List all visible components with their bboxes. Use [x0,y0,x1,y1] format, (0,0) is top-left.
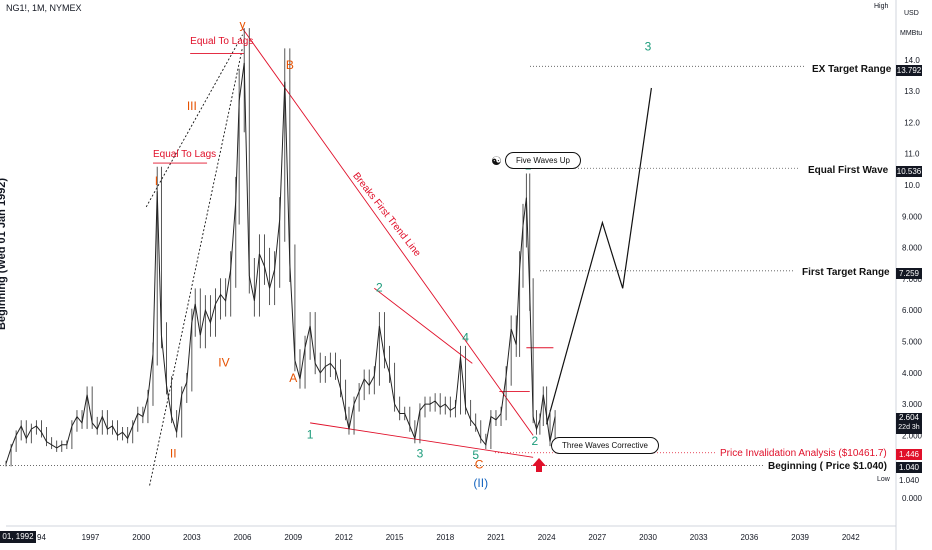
y-tick-label: 12.0 [904,118,920,127]
y-axis: 0.000 2.000 3.000 4.000 5.000 6.000 7.000 8.000… [902,56,923,503]
x-tick-label: 2024 [538,533,556,542]
equal-first-wave-label: Equal First Wave [808,165,889,176]
x-tick-label: 2033 [690,533,708,542]
symbol-title: NG1!, 1M, NYMEX [6,3,82,13]
ex-target-label: EX Target Range [812,64,892,75]
y-tick-label: 0.000 [902,494,923,503]
current-price: 2.604 [898,413,920,422]
low-value: 1.040 [899,476,920,485]
wave-label: 2 [376,280,383,294]
y-tick-label: 10.0 [904,181,920,190]
equal-to-lags-1-text: Equal To Lags [153,149,216,160]
y-tick-label: 7.000 [902,275,923,284]
channel-upper [145,34,243,208]
x-tick-label: 2018 [436,533,454,542]
wave-label: 1 [307,428,314,442]
left-axis-title: Beginning (Wed 01 Jan 1992) [0,178,8,331]
current-price-tag: 2.604 22d 3h [896,413,922,434]
y-tick-label: 5.000 [902,338,923,347]
unit-label[interactable]: MMBtu [900,30,923,37]
y-tick-label: 4.000 [902,369,923,378]
y-tick-label: 2.000 [902,431,923,440]
countdown: 22d 3h [898,424,920,431]
lightbulb-icon: ☯ [491,154,502,168]
wave-label: 4 [462,331,469,345]
breaks-trend-line [242,28,534,436]
x-tick-label: 2021 [487,533,505,542]
wave-label: A [289,371,297,385]
wave-label: IV [218,356,229,370]
y-tick-label: 8.000 [902,244,923,253]
x-tick-label: 2042 [842,533,860,542]
up-arrow-icon [532,458,546,466]
x-tick-label: 1997 [82,533,100,542]
wave-label: 3 [417,446,424,460]
lower-wedge-line [310,422,534,458]
currency-label[interactable]: USD [904,10,919,17]
equal-to-lags-2-text: Equal To Lags [190,36,253,47]
wave-label: III [187,99,197,113]
invalidation-tag: 1.446 [896,449,922,460]
wave-label: 3 [645,39,652,53]
wave-label: 2 [531,434,538,448]
trend-lines [0,28,805,486]
wave-labels: IIIIIIIVyBAC12345123(II)Equal To LagsEqu… [153,18,652,491]
beginning-label: Beginning ( Price $1.040) [768,461,887,472]
x-tick-label: 2009 [284,533,302,542]
x-tick-label: 2027 [588,533,606,542]
x-tick-label: 2006 [234,533,252,542]
y-tick-label: 3.000 [902,400,923,409]
wave-label: B [286,58,294,72]
x-tick-label: 2039 [791,533,809,542]
first-target-label: First Target Range [802,267,890,278]
equal-first-wave-tag: 10.536 [896,166,922,177]
projection-path [546,87,652,425]
x-tick-label: 2015 [386,533,404,542]
wave-label: y [240,18,246,32]
up-arrow-stem [536,465,542,472]
wave-label: C [475,457,484,471]
chart-grid [6,0,897,550]
breaks-first-trend-line-text: Breaks First Trend Line [350,171,423,260]
x-tick-label: 2000 [132,533,150,542]
invalidation-label: Price Invalidation Analysis ($10461.7) [720,448,887,459]
wave-label: 5 [472,448,479,462]
first-target-tag: 7.259 [896,268,922,279]
channel-lower [149,47,243,486]
upper-wedge-line [374,287,473,364]
ex-target-tag: 13.792 [896,65,922,76]
beginning-tag: 1.040 [896,462,922,473]
price-line [5,62,556,464]
low-label: Low [877,476,890,483]
x-axis: 1997 2000 2003 2006 2009 2012 2015 2018 2021 2024… [82,533,861,542]
y-tick-label: 13.0 [904,87,920,96]
x-tick-label: 2003 [183,533,201,542]
high-label: High [874,3,889,10]
start-date-tag: 01, 1992 [0,531,36,543]
y-tick-label: 11.0 [905,150,921,159]
three-waves-corrective-box: Three Waves Corrective [551,437,659,454]
y-tick-label: 14.0 [904,56,920,65]
x-tick-label: 2030 [639,533,657,542]
price-series [5,28,556,467]
partial-year-label: 94 [37,533,46,542]
y-tick-label: 6.000 [902,306,923,315]
five-waves-up-box: Five Waves Up [505,152,581,169]
wave-label: (II) [473,476,488,490]
wave-label: I [155,174,158,188]
wave-label: II [170,446,177,460]
x-tick-label: 2036 [740,533,758,542]
x-tick-label: 2012 [335,533,353,542]
y-tick-label: 9.000 [902,212,923,221]
